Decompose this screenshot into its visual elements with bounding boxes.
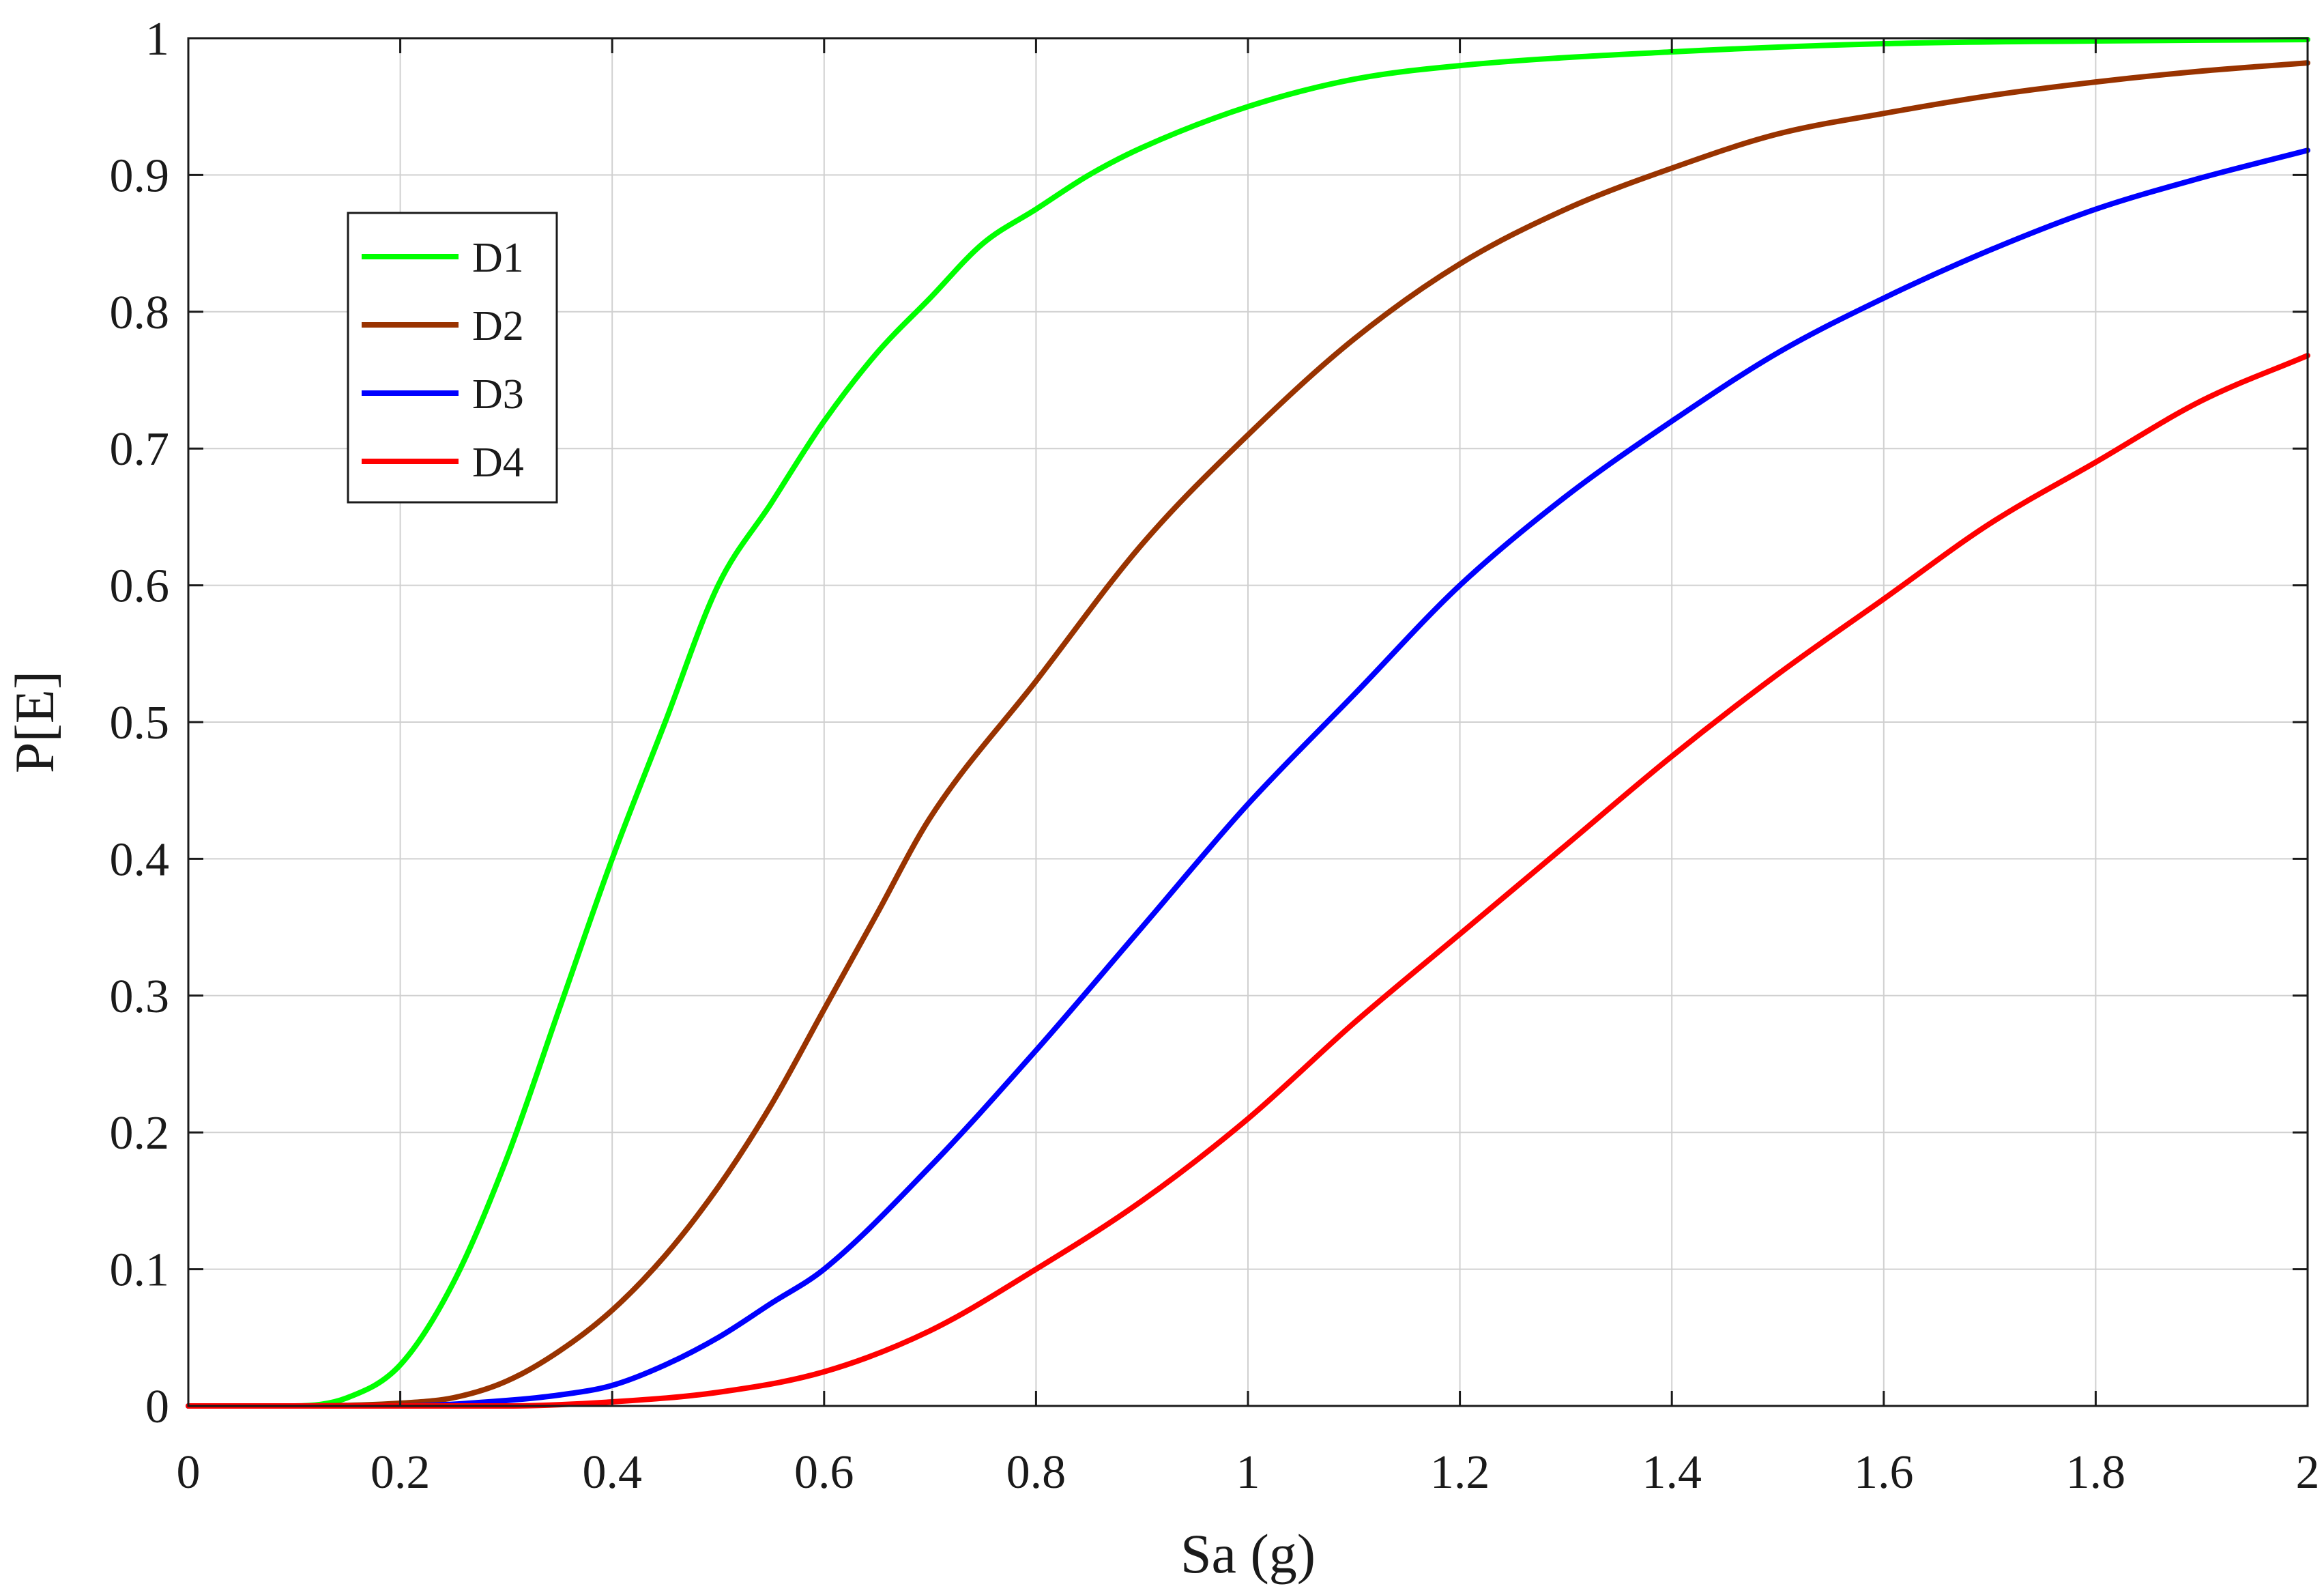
series-line-d3 bbox=[186, 147, 2310, 1409]
legend-label-d4: D4 bbox=[472, 440, 524, 486]
y-tick-label: 0 bbox=[145, 1381, 169, 1433]
x-tick-label: 2 bbox=[2296, 1446, 2320, 1499]
y-tick-label: 0.4 bbox=[110, 833, 170, 886]
y-tick-label: 0.8 bbox=[110, 287, 170, 339]
x-tick-label: 1.8 bbox=[2066, 1446, 2126, 1499]
x-tick-label: 0.2 bbox=[371, 1446, 431, 1499]
series-line-d2 bbox=[186, 60, 2310, 1409]
legend-box bbox=[347, 212, 558, 504]
x-tick-label: 0.4 bbox=[582, 1446, 642, 1499]
y-tick-label: 0.2 bbox=[110, 1107, 170, 1160]
y-tick-label: 0.6 bbox=[110, 560, 170, 613]
series-line-d4 bbox=[186, 352, 2310, 1409]
x-tick-label: 0 bbox=[177, 1446, 201, 1499]
legend-label-d1: D1 bbox=[472, 235, 524, 281]
series-line-d1 bbox=[186, 37, 2310, 1409]
series-group bbox=[186, 37, 2310, 1409]
x-tick-label: 0.6 bbox=[794, 1446, 854, 1499]
x-tick-label: 1.4 bbox=[1642, 1446, 1702, 1499]
x-tick-label: 1.6 bbox=[1854, 1446, 1914, 1499]
grid bbox=[188, 38, 2308, 1406]
y-tick-label: 1 bbox=[145, 13, 169, 66]
legend-label-d3: D3 bbox=[472, 371, 524, 418]
y-tick-label: 0.5 bbox=[110, 697, 170, 749]
y-tick-label: 0.9 bbox=[110, 149, 170, 202]
x-axis-label: Sa (g) bbox=[1180, 1523, 1316, 1585]
y-tick-label: 0.7 bbox=[110, 423, 170, 476]
x-tick-label: 1 bbox=[1236, 1446, 1260, 1499]
legend: D1 D2 D3 D4 bbox=[347, 212, 558, 504]
y-tick-label: 0.1 bbox=[110, 1244, 170, 1297]
ticks bbox=[187, 37, 2309, 1407]
tick-labels: 0 0.2 0.4 0.6 0.8 1 1.2 1.4 1.6 1.8 2 0 0.1 0.2 0.3 0.4… bbox=[110, 13, 2320, 1499]
legend-label-d2: D2 bbox=[472, 303, 524, 349]
y-axis-label: P[E] bbox=[3, 671, 66, 773]
x-tick-label: 1.2 bbox=[1430, 1446, 1490, 1499]
y-tick-label: 0.3 bbox=[110, 971, 170, 1023]
x-tick-label: 0.8 bbox=[1006, 1446, 1066, 1499]
